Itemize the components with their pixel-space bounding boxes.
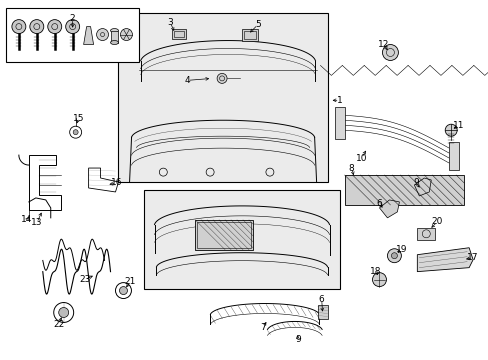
Circle shape (59, 307, 68, 318)
Bar (242, 28, 258, 41)
Circle shape (12, 20, 26, 33)
Polygon shape (416, 248, 472, 272)
Text: 1: 1 (336, 96, 342, 105)
Circle shape (390, 253, 397, 259)
Bar (448, 142, 458, 170)
Circle shape (372, 273, 386, 287)
Text: 10: 10 (355, 154, 366, 163)
Bar (6, 8, 139, 62)
Bar (244, 31, 255, 39)
Polygon shape (379, 200, 399, 218)
Text: 14: 14 (21, 215, 33, 224)
Text: 23: 23 (79, 275, 90, 284)
Text: 6: 6 (376, 199, 382, 208)
Text: 18: 18 (369, 267, 381, 276)
Bar (174, 31, 184, 37)
Circle shape (119, 287, 127, 294)
Circle shape (386, 249, 401, 263)
Text: 2: 2 (70, 14, 75, 23)
Bar (144, 190, 339, 289)
Ellipse shape (110, 41, 118, 45)
Text: 6: 6 (318, 295, 324, 304)
Circle shape (65, 20, 80, 33)
Text: 9: 9 (294, 335, 300, 344)
Text: 16: 16 (110, 179, 122, 188)
Polygon shape (413, 178, 430, 196)
Text: 13: 13 (31, 218, 42, 227)
Circle shape (120, 28, 132, 41)
Text: 15: 15 (73, 114, 84, 123)
Bar (195, 220, 252, 250)
Circle shape (30, 20, 44, 33)
Circle shape (73, 130, 78, 135)
Text: 8: 8 (348, 163, 354, 172)
Text: 21: 21 (124, 277, 136, 286)
Text: 11: 11 (452, 121, 464, 130)
Bar (110, 31, 118, 42)
Ellipse shape (110, 28, 118, 32)
Bar (197, 222, 250, 248)
Bar (172, 28, 186, 39)
Bar (344, 175, 463, 205)
Circle shape (96, 28, 108, 41)
Text: 17: 17 (467, 253, 478, 262)
Circle shape (382, 45, 398, 60)
Text: 5: 5 (255, 20, 260, 29)
Text: 22: 22 (53, 320, 64, 329)
Text: 20: 20 (431, 217, 442, 226)
Bar (317, 305, 327, 319)
Text: 7: 7 (260, 323, 265, 332)
Bar (118, 13, 327, 182)
Text: 12: 12 (377, 40, 388, 49)
Text: 9: 9 (413, 179, 418, 188)
Text: 3: 3 (167, 18, 173, 27)
Bar (334, 107, 344, 139)
Circle shape (217, 73, 226, 84)
Circle shape (444, 124, 456, 136)
Text: 4: 4 (184, 76, 190, 85)
Bar (416, 228, 434, 240)
Polygon shape (83, 27, 93, 45)
Text: 19: 19 (395, 245, 407, 254)
Circle shape (48, 20, 61, 33)
